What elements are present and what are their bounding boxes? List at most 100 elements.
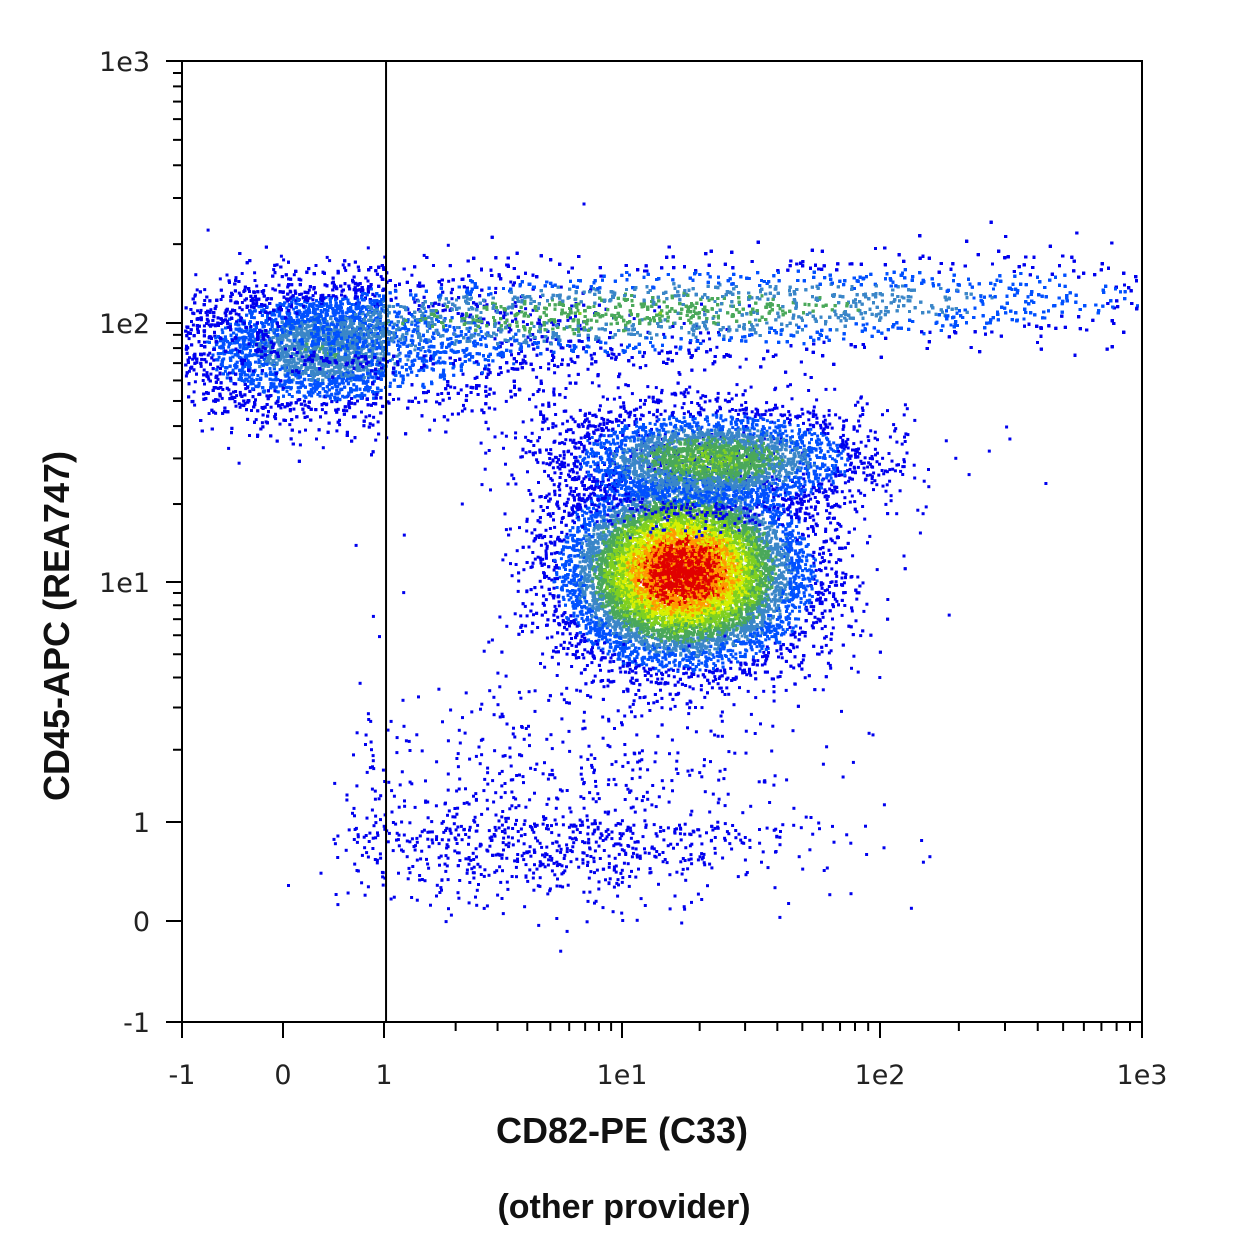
event-dot (398, 371, 401, 374)
event-dot (206, 314, 209, 317)
event-dot (389, 382, 392, 385)
event-dot (441, 291, 444, 294)
event-dot (498, 322, 501, 325)
event-dot (248, 434, 251, 437)
event-dot (305, 295, 308, 298)
event-dot (624, 383, 627, 386)
event-dot (233, 396, 236, 399)
event-dot (324, 390, 327, 393)
event-dot (291, 395, 294, 398)
event-dot (449, 386, 452, 389)
event-dot (210, 356, 213, 359)
event-dot (480, 442, 483, 445)
event-dot (355, 385, 358, 388)
event-dot (447, 280, 450, 283)
event-dot (560, 286, 563, 289)
event-dot (406, 373, 409, 376)
event-dot (214, 323, 217, 326)
event-dot (337, 375, 340, 378)
event-dot (558, 319, 561, 322)
event-dot (221, 328, 224, 331)
event-dot (193, 390, 196, 393)
event-dot (556, 365, 559, 368)
event-dot (550, 350, 553, 353)
event-dot (390, 299, 393, 302)
event-dot (293, 273, 296, 276)
event-dot (208, 352, 211, 355)
event-dot (574, 315, 577, 318)
event-dot (220, 298, 223, 301)
event-dot (618, 353, 621, 356)
event-dot (509, 281, 512, 284)
event-dot (488, 393, 491, 396)
event-dot (325, 302, 328, 305)
event-dot (568, 374, 571, 377)
event-dot (675, 352, 678, 355)
event-dot (338, 383, 341, 386)
event-dot (493, 408, 496, 411)
event-dot (191, 312, 194, 315)
event-dot (212, 354, 215, 357)
event-dot (321, 408, 324, 411)
event-dot (401, 327, 404, 330)
event-dot (296, 303, 299, 306)
event-dot (284, 369, 287, 372)
event-dot (229, 295, 232, 298)
event-dot (203, 329, 206, 332)
event-dot (538, 388, 541, 391)
event-dot (267, 331, 270, 334)
event-dot (552, 391, 555, 394)
event-dot (266, 297, 269, 300)
event-dot (484, 337, 487, 340)
event-dot (662, 333, 665, 336)
event-dot (433, 419, 436, 422)
event-dot (487, 359, 490, 362)
event-dot (417, 401, 420, 404)
event-dot (263, 391, 266, 394)
event-dot (256, 374, 259, 377)
event-dot (501, 432, 504, 435)
event-dot (235, 405, 238, 408)
event-dot (418, 343, 421, 346)
event-dot (340, 294, 343, 297)
event-dot (203, 352, 206, 355)
event-dot (362, 424, 365, 427)
event-dot (318, 350, 321, 353)
event-dot (553, 371, 556, 374)
event-dot (461, 349, 464, 352)
event-dot (565, 387, 568, 390)
event-dot (253, 316, 256, 319)
event-dot (715, 346, 718, 349)
event-dot (272, 268, 275, 271)
event-dot (219, 277, 222, 280)
event-dot (450, 291, 453, 294)
event-dot (343, 266, 346, 269)
event-dot (254, 361, 257, 364)
event-dot (235, 312, 238, 315)
event-dot (547, 402, 550, 405)
event-dot (509, 390, 512, 393)
event-dot (512, 362, 515, 365)
event-dot (322, 446, 325, 449)
event-dot (227, 447, 230, 450)
event-dot (522, 320, 525, 323)
event-dot (273, 389, 276, 392)
event-dot (370, 303, 373, 306)
event-dot (254, 279, 257, 282)
event-dot (505, 400, 508, 403)
event-dot (280, 255, 283, 258)
event-dot (524, 307, 527, 310)
event-dot (262, 414, 265, 417)
event-dot (304, 429, 307, 432)
event-dot (277, 390, 280, 393)
event-dot (193, 295, 196, 298)
event-dot (451, 297, 454, 300)
event-dot (221, 331, 224, 334)
event-dot (232, 391, 235, 394)
event-dot (457, 312, 460, 315)
event-dot (708, 337, 711, 340)
event-dot (613, 398, 616, 401)
event-dot (377, 420, 380, 423)
event-dot (620, 344, 623, 347)
event-dot (369, 422, 372, 425)
